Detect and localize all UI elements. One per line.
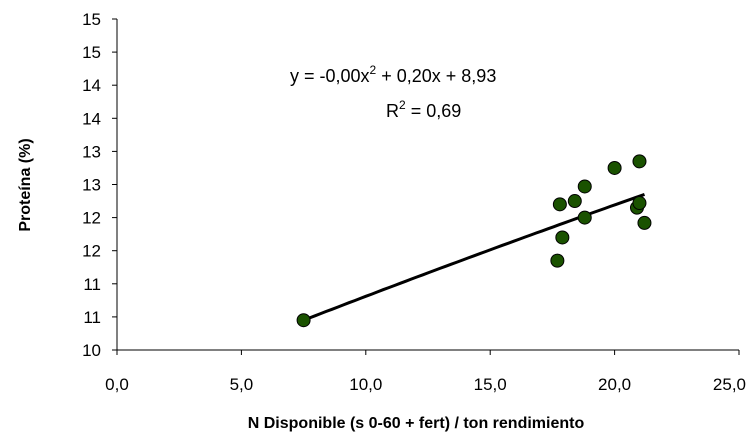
x-tick-label: 25,0 bbox=[713, 375, 746, 394]
x-tick-label: 5,0 bbox=[230, 375, 254, 394]
y-tick-label: 14 bbox=[82, 76, 101, 95]
data-point bbox=[550, 253, 565, 268]
x-axis-ticks: 0,0 5,0 10,0 15,0 20,0 25,0 bbox=[105, 350, 746, 394]
data-point bbox=[552, 197, 567, 212]
data-point bbox=[607, 160, 622, 175]
y-tick-label: 13 bbox=[82, 176, 101, 195]
equation-label: y = -0,00x2 + 0,20x + 8,93 bbox=[290, 63, 496, 86]
equation-part-2: + 0,20x + 8,93 bbox=[376, 66, 496, 86]
data-point bbox=[567, 194, 582, 209]
data-point bbox=[577, 210, 592, 225]
equation-part-1: y = -0,00x bbox=[290, 66, 370, 86]
data-point bbox=[577, 179, 592, 194]
y-tick-label: 13 bbox=[82, 142, 101, 161]
y-axis-ticks: 10 11 11 12 12 13 13 14 14 15 15 bbox=[82, 10, 117, 360]
data-point bbox=[637, 215, 652, 230]
y-tick-label: 12 bbox=[82, 242, 101, 261]
y-tick-label: 15 bbox=[82, 10, 101, 29]
r-squared-exponent: 2 bbox=[399, 98, 406, 112]
r-squared-value: = 0,69 bbox=[406, 101, 462, 121]
data-point bbox=[632, 196, 647, 211]
x-tick-label: 15,0 bbox=[474, 375, 507, 394]
r-squared-prefix: R bbox=[386, 101, 399, 121]
data-point bbox=[555, 230, 570, 245]
y-tick-label: 11 bbox=[83, 308, 101, 327]
x-axis-title: N Disponible (s 0-60 + fert) / ton rendi… bbox=[248, 415, 585, 432]
y-tick-label: 14 bbox=[82, 109, 101, 128]
y-tick-label: 12 bbox=[82, 209, 101, 228]
y-tick-label: 15 bbox=[82, 43, 101, 62]
x-tick-label: 20,0 bbox=[598, 375, 631, 394]
x-tick-label: 0,0 bbox=[105, 375, 129, 394]
y-tick-label: 11 bbox=[83, 275, 101, 294]
r-squared-label: R2 = 0,69 bbox=[386, 98, 461, 121]
y-axis-title: Proteína (%) bbox=[17, 138, 34, 231]
trendline bbox=[303, 192, 645, 322]
y-tick-label: 10 bbox=[82, 341, 101, 360]
equation-exponent: 2 bbox=[370, 63, 377, 77]
data-point bbox=[296, 313, 311, 328]
data-point bbox=[632, 154, 647, 169]
x-tick-label: 10,0 bbox=[349, 375, 382, 394]
data-points bbox=[296, 154, 652, 328]
